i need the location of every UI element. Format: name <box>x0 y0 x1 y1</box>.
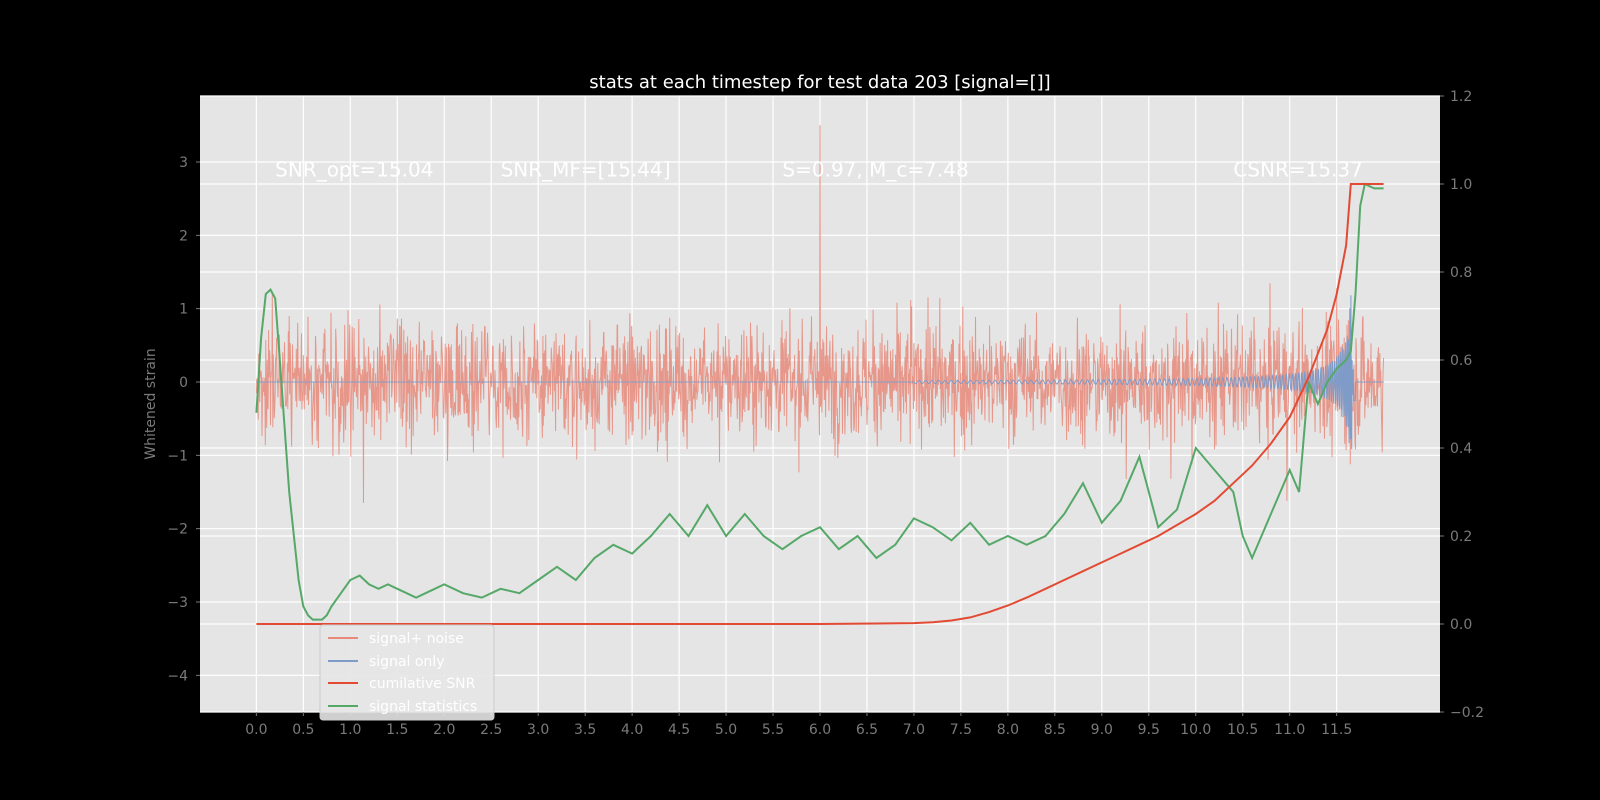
chart-title: stats at each timestep for test data 203… <box>589 72 1050 93</box>
x-tick-label: 7.0 <box>903 722 925 738</box>
y2-tick-label: 0.4 <box>1450 441 1472 457</box>
x-tick-label: 10.0 <box>1180 722 1211 738</box>
legend: signal+ noise signal only cumilative SNR… <box>319 624 495 721</box>
y2-tick-label: 0.6 <box>1450 353 1472 369</box>
x-tick-label: 10.5 <box>1227 722 1258 738</box>
x-tick-label: 3.0 <box>527 722 549 738</box>
x-tick-label: 6.0 <box>809 722 831 738</box>
y-tick-label: 0 <box>179 375 188 391</box>
y-axis-ticks: 3 2 1 0 −1 −2 −3 −4 <box>167 155 200 684</box>
signal-noise-line <box>255 125 1385 504</box>
legend-label-signal: signal only <box>369 654 444 670</box>
x-tick-label: 1.5 <box>386 722 408 738</box>
y2-tick-label: 1.0 <box>1450 177 1472 193</box>
x-tick-label: 11.0 <box>1274 722 1305 738</box>
y2-tick-label: 0.2 <box>1450 529 1472 545</box>
y-axis-label: Whitened strain <box>143 348 159 459</box>
x-tick-label: 11.5 <box>1321 722 1352 738</box>
annotation-2: S=0.97, M_c=7.48 <box>782 158 968 182</box>
y2-tick-label: −0.2 <box>1450 705 1484 721</box>
y-tick-label: 2 <box>179 228 188 244</box>
x-tick-label: 8.5 <box>1044 722 1066 738</box>
signal-only-line <box>256 295 1384 450</box>
y2-tick-label: 0.8 <box>1450 265 1472 281</box>
series-cumilative-snr <box>256 183 1384 625</box>
y-tick-label: 3 <box>179 155 188 171</box>
x-tick-label: 8.0 <box>997 722 1019 738</box>
series-signal-statistics <box>255 182 1384 621</box>
y-tick-label: −1 <box>167 448 188 464</box>
y2-tick-label: 0.0 <box>1450 617 1472 633</box>
x-tick-label: 4.5 <box>668 722 690 738</box>
x-tick-label: 0.5 <box>292 722 314 738</box>
annotations: SNR_opt=15.04 SNR_MF=[15.44] S=0.97, M_c=7… <box>275 158 1363 182</box>
series-signal-noise <box>255 125 1385 504</box>
x-tick-label: 6.5 <box>856 722 878 738</box>
cumilative-snr-line <box>256 183 1384 625</box>
x-tick-label: 1.0 <box>339 722 361 738</box>
series-signal-only <box>256 295 1384 450</box>
y-tick-label: 1 <box>179 302 188 318</box>
x-tick-label: 0.0 <box>245 722 267 738</box>
y2-tick-label: 1.2 <box>1450 89 1472 105</box>
legend-label-stats: signal statistics <box>369 699 477 715</box>
signal-statistics-line <box>255 182 1384 621</box>
x-tick-label: 3.5 <box>574 722 596 738</box>
annotation-0: SNR_opt=15.04 <box>275 158 433 182</box>
x-tick-label: 5.5 <box>762 722 784 738</box>
legend-label-csnr: cumilative SNR <box>369 676 476 692</box>
legend-label-noise: signal+ noise <box>369 631 464 647</box>
y-tick-label: −4 <box>167 668 188 684</box>
annotation-3: CSNR=15.37 <box>1233 158 1363 182</box>
x-tick-label: 4.0 <box>621 722 643 738</box>
x-tick-label: 9.5 <box>1138 722 1160 738</box>
x-tick-label: 2.5 <box>480 722 502 738</box>
x-tick-label: 5.0 <box>715 722 737 738</box>
y-tick-label: −2 <box>167 522 188 538</box>
x-axis-ticks: 0.0 0.5 1.0 1.5 2.0 2.5 3.0 3.5 4.0 4.5 5.0 5.5 6.0 6… <box>245 712 1352 738</box>
x-tick-label: 7.5 <box>950 722 972 738</box>
x-tick-label: 9.0 <box>1091 722 1113 738</box>
y2-axis-ticks: 1.2 1.0 0.8 0.6 0.4 0.2 0.0 −0.2 <box>1440 89 1484 721</box>
annotation-1: SNR_MF=[15.44] <box>501 158 671 182</box>
y-tick-label: −3 <box>167 595 188 611</box>
legend-box <box>319 624 495 721</box>
x-tick-label: 2.0 <box>433 722 455 738</box>
